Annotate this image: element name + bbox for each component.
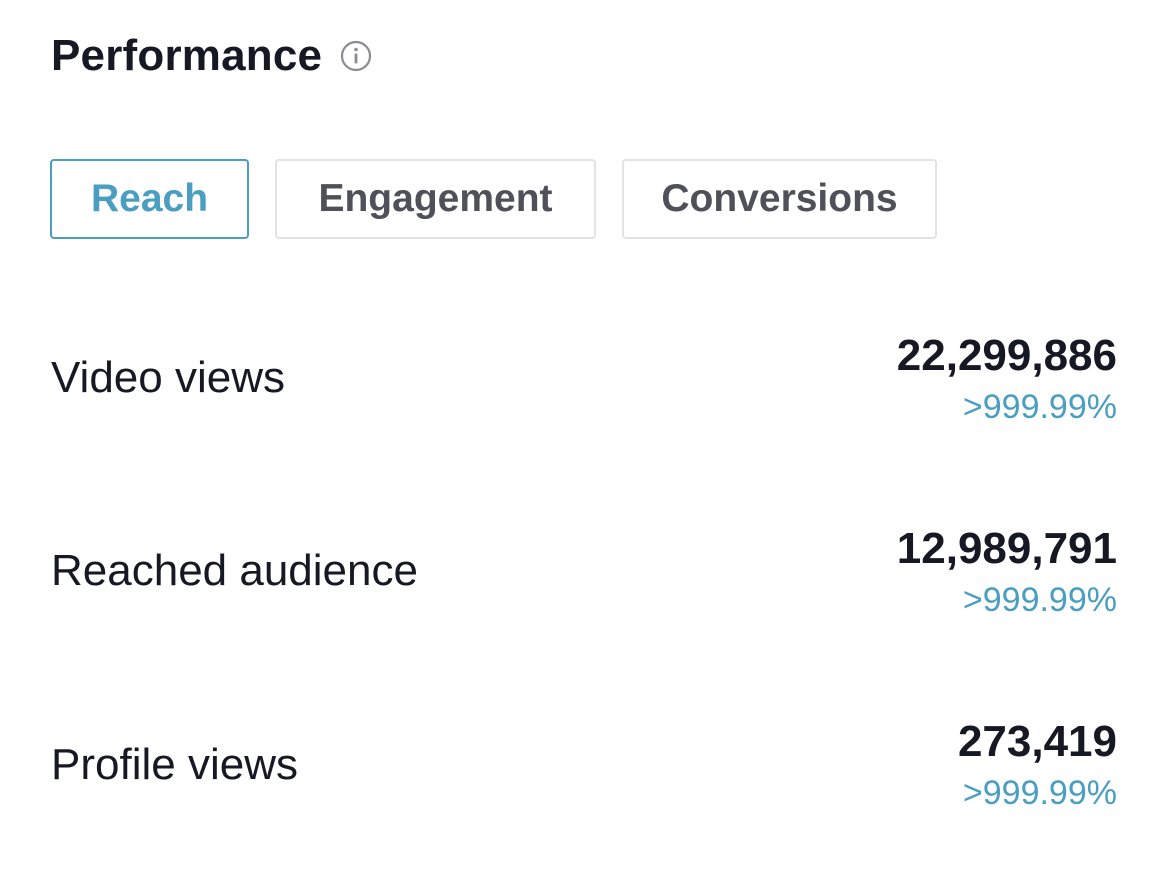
metric-row-reached-audience: Reached audience 12,989,791 >999.99% <box>51 523 1117 643</box>
metric-change: >999.99% <box>962 388 1117 426</box>
metric-value: 273,419 <box>957 717 1117 766</box>
metric-change: >999.99% <box>962 774 1117 812</box>
metric-label: Video views <box>51 353 285 402</box>
metric-row-video-views: Video views 22,299,886 >999.99% <box>51 330 1117 450</box>
tab-conversions[interactable]: Conversions <box>622 159 937 239</box>
metric-tabs: Reach Engagement Conversions <box>50 159 937 239</box>
metric-value: 22,299,886 <box>896 331 1117 380</box>
metric-label: Reached audience <box>51 546 418 595</box>
page-title: Performance <box>51 31 323 80</box>
metric-row-profile-views: Profile views 273,419 >999.99% <box>51 716 1117 836</box>
metric-change: >999.99% <box>962 581 1117 619</box>
metric-value: 12,989,791 <box>896 524 1117 573</box>
tab-reach[interactable]: Reach <box>50 159 249 239</box>
tab-engagement[interactable]: Engagement <box>275 159 596 239</box>
performance-header: Performance <box>51 28 372 84</box>
info-icon[interactable] <box>340 40 372 72</box>
metric-label: Profile views <box>51 740 298 789</box>
